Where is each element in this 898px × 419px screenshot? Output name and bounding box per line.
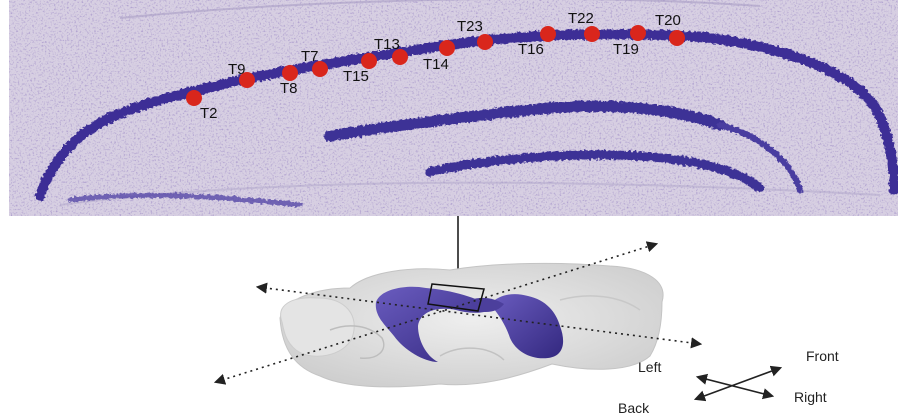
tetrode-label-t9: T9 <box>228 61 246 78</box>
direction-label-front: Front <box>806 348 839 364</box>
direction-label-back: Back <box>618 400 650 416</box>
tetrode-markers <box>186 25 685 106</box>
tetrode-label-t14: T14 <box>423 56 449 73</box>
tetrode-marker-t20 <box>669 30 685 46</box>
tissue-striation <box>119 0 761 19</box>
direction-label-left: Left <box>638 359 661 375</box>
tetrode-label-t19: T19 <box>613 41 639 58</box>
axis-front-back <box>213 241 659 385</box>
tetrode-marker-t23 <box>477 34 493 50</box>
dentate-gyrus-upper-blade <box>324 100 726 142</box>
tetrode-label-t13: T13 <box>374 36 400 53</box>
tetrode-marker-t7 <box>312 61 328 77</box>
tetrode-labels: T2 T9 T8 T7 T15 T13 T14 T23 T16 T22 T19 … <box>200 10 681 122</box>
tetrode-label-t20: T20 <box>655 12 681 29</box>
tetrode-marker-t9 <box>239 72 255 88</box>
tetrode-marker-t8 <box>282 65 298 81</box>
direction-label-right: Right <box>794 389 827 405</box>
ca-pyramidal-layer <box>35 29 898 201</box>
tetrode-marker-t15 <box>361 53 377 69</box>
tetrode-marker-t16 <box>540 26 556 42</box>
ca-outer-rim <box>67 192 303 208</box>
tetrode-label-t2: T2 <box>200 105 218 122</box>
tetrode-marker-t14 <box>439 40 455 56</box>
dentate-gyrus-lower-blade <box>425 150 765 193</box>
tetrode-marker-t13 <box>392 49 408 65</box>
brain-3d-render <box>213 241 703 388</box>
dentate-hilus-edge <box>717 122 803 193</box>
tetrode-label-t22: T22 <box>568 10 594 27</box>
tetrode-label-t16: T16 <box>518 41 544 58</box>
histology-section: T2 T9 T8 T7 T15 T13 T14 T23 T16 T22 T19 … <box>9 0 898 216</box>
tetrode-label-t23: T23 <box>457 18 483 35</box>
tetrode-label-t7: T7 <box>301 48 319 65</box>
tetrode-marker-t22 <box>584 26 600 42</box>
tetrode-marker-t2 <box>186 90 202 106</box>
tetrode-label-t8: T8 <box>280 80 298 97</box>
orientation-compass: Left Front Back Right <box>618 348 839 416</box>
compass-left-right-arrow <box>695 373 775 400</box>
tetrode-marker-t19 <box>630 25 646 41</box>
tetrode-label-t15: T15 <box>343 68 369 85</box>
axis-left-right <box>255 282 703 349</box>
